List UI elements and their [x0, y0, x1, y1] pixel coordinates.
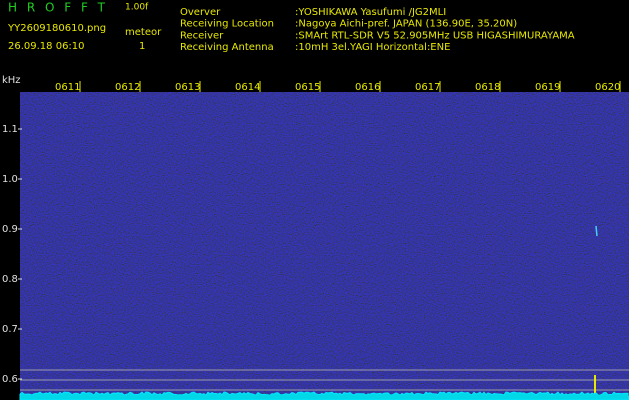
time-label: 0616 — [355, 82, 380, 93]
time-label: 0611 — [55, 82, 80, 93]
time-label: 0615 — [295, 82, 320, 93]
time-label: 0620 — [595, 82, 620, 93]
field-value: :10mH 3el.YAGI Horizontal:ENE — [295, 42, 450, 53]
time-label: 0618 — [475, 82, 500, 93]
y-tick-label: 0.7 — [2, 324, 18, 335]
time-label: 0613 — [175, 82, 200, 93]
field-label: Receiver — [180, 30, 224, 41]
time-label: 0617 — [415, 82, 440, 93]
waterfall-noise — [20, 92, 629, 394]
time-label: 0612 — [115, 82, 140, 93]
y-tick-label: 0.9 — [2, 224, 18, 235]
count-label: meteor — [125, 27, 162, 38]
timestamp: 26.09.18 06:10 — [8, 41, 85, 52]
y-tick-label: 1.1 — [2, 124, 18, 135]
filename: YY2609180610.png — [7, 23, 106, 34]
field-value: :Nagoya Aichi-pref. JAPAN (136.90E, 35.2… — [295, 19, 517, 30]
count: 1 — [139, 41, 145, 52]
y-tick-label: 1.0 — [2, 174, 18, 185]
program: H R O F F T — [8, 1, 108, 15]
field-label: Overver — [180, 7, 221, 18]
version: 1.00f — [125, 3, 149, 13]
field-value: :YOSHIKAWA Yasufumi /JG2MLI — [295, 7, 446, 18]
y-tick-label: 0.8 — [2, 274, 18, 285]
y-unit: kHz — [2, 75, 21, 86]
field-value: :SMArt RTL-SDR V5 52.905MHz USB HIGASHIM… — [295, 30, 575, 41]
field-label: Receiving Location — [180, 19, 274, 30]
y-tick-label: 0.6 — [2, 374, 18, 385]
meteor-echo — [596, 226, 597, 236]
field-label: Receiving Antenna — [180, 42, 274, 53]
time-label: 0619 — [535, 82, 560, 93]
time-label: 0614 — [235, 82, 260, 93]
